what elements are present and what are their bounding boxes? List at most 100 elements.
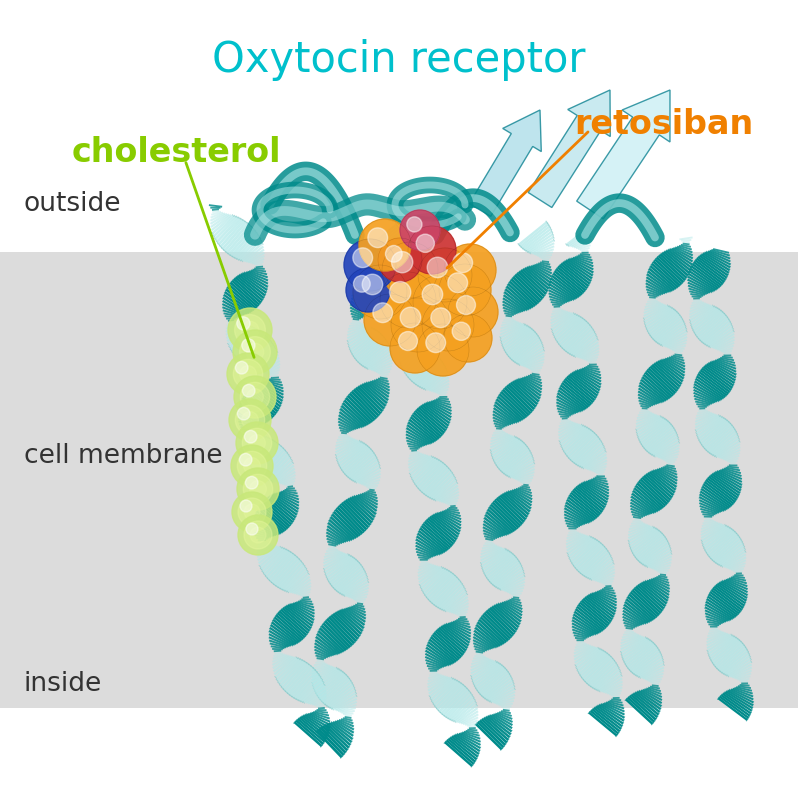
Polygon shape: [640, 542, 669, 564]
Polygon shape: [486, 511, 512, 534]
Polygon shape: [218, 218, 243, 246]
Polygon shape: [471, 661, 496, 678]
Polygon shape: [606, 686, 622, 694]
Polygon shape: [426, 572, 453, 599]
Polygon shape: [715, 471, 741, 489]
Polygon shape: [568, 537, 593, 558]
Polygon shape: [706, 633, 729, 646]
Polygon shape: [363, 382, 388, 404]
Polygon shape: [627, 697, 655, 722]
Polygon shape: [321, 625, 347, 651]
Polygon shape: [645, 550, 671, 567]
Polygon shape: [356, 286, 381, 311]
Polygon shape: [274, 617, 302, 641]
Polygon shape: [709, 629, 719, 632]
Polygon shape: [412, 256, 437, 278]
Polygon shape: [701, 522, 718, 530]
Polygon shape: [646, 288, 662, 296]
Polygon shape: [640, 690, 662, 704]
Polygon shape: [504, 291, 528, 311]
Polygon shape: [339, 707, 356, 713]
Polygon shape: [567, 531, 579, 537]
Polygon shape: [576, 606, 605, 630]
Polygon shape: [735, 570, 743, 573]
Polygon shape: [464, 719, 478, 726]
Polygon shape: [255, 266, 263, 268]
Polygon shape: [650, 686, 660, 690]
Polygon shape: [522, 482, 531, 484]
Polygon shape: [550, 311, 571, 325]
Polygon shape: [641, 410, 649, 411]
Polygon shape: [353, 605, 365, 610]
Text: cholesterol: cholesterol: [72, 135, 282, 169]
Polygon shape: [654, 442, 680, 457]
Polygon shape: [641, 379, 667, 401]
Polygon shape: [430, 285, 437, 287]
Polygon shape: [253, 529, 273, 537]
Polygon shape: [632, 520, 642, 522]
Polygon shape: [444, 742, 473, 767]
Polygon shape: [483, 543, 496, 546]
Polygon shape: [516, 273, 543, 299]
Polygon shape: [437, 398, 449, 400]
Polygon shape: [257, 545, 275, 558]
Circle shape: [247, 343, 264, 361]
Polygon shape: [408, 251, 434, 277]
Polygon shape: [705, 601, 733, 619]
Polygon shape: [634, 487, 661, 510]
Polygon shape: [456, 734, 480, 749]
Polygon shape: [635, 415, 659, 428]
Polygon shape: [438, 627, 467, 651]
Polygon shape: [490, 436, 516, 451]
Polygon shape: [713, 538, 741, 562]
Polygon shape: [305, 686, 326, 704]
Polygon shape: [331, 514, 357, 538]
Polygon shape: [682, 242, 689, 246]
Polygon shape: [652, 683, 659, 685]
Polygon shape: [468, 729, 477, 731]
Polygon shape: [501, 494, 527, 518]
Polygon shape: [384, 248, 405, 258]
Polygon shape: [485, 610, 513, 638]
Polygon shape: [727, 690, 753, 706]
Polygon shape: [574, 338, 598, 358]
Circle shape: [249, 434, 266, 451]
Polygon shape: [625, 601, 650, 622]
Polygon shape: [386, 266, 402, 274]
Polygon shape: [488, 506, 516, 531]
Polygon shape: [656, 576, 669, 581]
Polygon shape: [338, 435, 350, 438]
Polygon shape: [651, 263, 679, 288]
Polygon shape: [448, 738, 476, 762]
Polygon shape: [695, 413, 714, 422]
Polygon shape: [699, 499, 723, 512]
Polygon shape: [414, 259, 438, 279]
Polygon shape: [551, 310, 567, 318]
Polygon shape: [582, 367, 601, 376]
Polygon shape: [643, 305, 669, 320]
Polygon shape: [410, 354, 437, 382]
Polygon shape: [349, 393, 376, 421]
Polygon shape: [421, 404, 449, 426]
Polygon shape: [506, 456, 533, 476]
Polygon shape: [485, 538, 493, 541]
Polygon shape: [512, 338, 541, 362]
Polygon shape: [584, 354, 599, 361]
Polygon shape: [660, 467, 678, 476]
Polygon shape: [380, 268, 401, 284]
Polygon shape: [226, 324, 246, 339]
Polygon shape: [605, 683, 623, 694]
Polygon shape: [711, 590, 741, 613]
Polygon shape: [482, 614, 509, 641]
Polygon shape: [553, 273, 582, 296]
Polygon shape: [665, 250, 691, 271]
Polygon shape: [475, 665, 504, 688]
Polygon shape: [566, 260, 592, 279]
Polygon shape: [234, 329, 259, 356]
Polygon shape: [527, 374, 542, 382]
Polygon shape: [442, 590, 467, 611]
Polygon shape: [572, 490, 601, 515]
Polygon shape: [531, 242, 555, 254]
Polygon shape: [271, 494, 298, 516]
Polygon shape: [409, 296, 437, 320]
